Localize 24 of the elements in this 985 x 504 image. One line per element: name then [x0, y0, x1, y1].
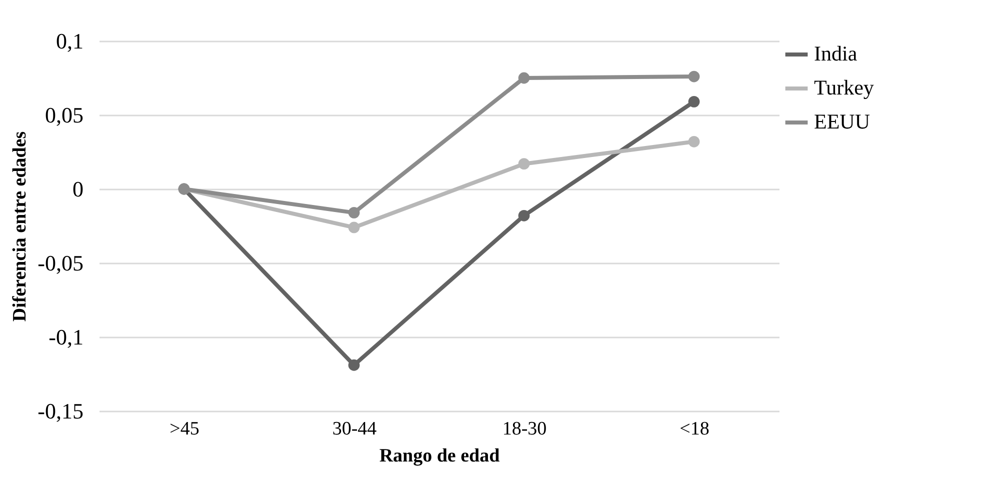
x-tick-label: 18-30: [502, 418, 547, 440]
point: [518, 158, 530, 170]
point: [688, 96, 700, 108]
x-axis-title: Rango de edad: [379, 446, 500, 466]
y-tick-label: -0,05: [38, 250, 84, 276]
point: [348, 206, 360, 218]
y-tick-label: -0,1: [48, 324, 84, 350]
x-tick-label: >45: [170, 418, 200, 440]
point: [688, 136, 700, 148]
point: [348, 359, 360, 371]
y-tick-label: -0,15: [38, 398, 84, 424]
y-axis-title: Diferencia entre edades: [10, 131, 31, 322]
point: [518, 72, 530, 84]
point: [518, 210, 530, 222]
legend-label: EEUU: [814, 110, 870, 134]
x-tick-label: <18: [680, 418, 710, 440]
point: [688, 70, 700, 82]
x-tick-label: 30-44: [332, 418, 378, 440]
y-tick-label: 0,1: [56, 28, 84, 54]
legend-label: India: [814, 42, 858, 66]
y-tick-label: 0: [72, 176, 84, 202]
point: [348, 222, 360, 234]
y-tick-label: 0,05: [45, 102, 84, 128]
legend-label: Turkey: [814, 76, 874, 100]
